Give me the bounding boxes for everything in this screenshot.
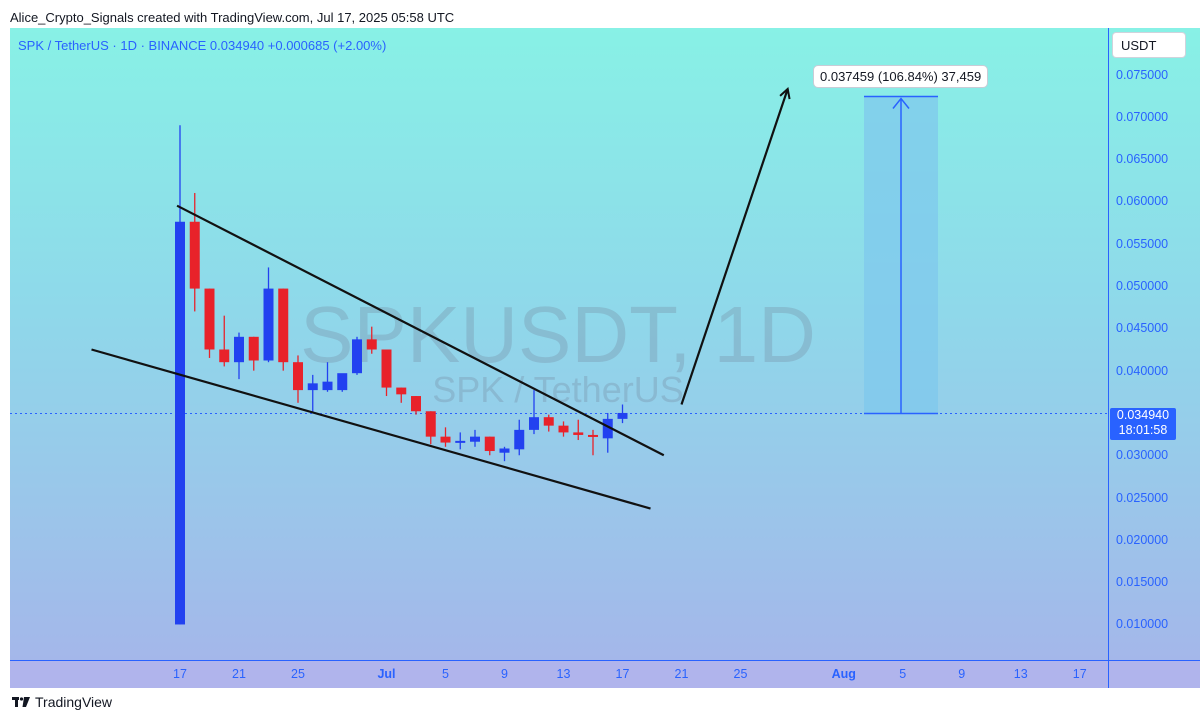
price-tick-label: 0.075000 (1116, 67, 1169, 82)
watermark-line1: SPKUSDT, 1D (300, 290, 816, 379)
candle-body-up (337, 373, 348, 391)
candle-body-up (499, 448, 510, 453)
time-tick-label: 21 (232, 667, 246, 681)
time-tick-label: 17 (615, 667, 630, 681)
candle-body-down (293, 362, 303, 391)
time-tick-label: 5 (442, 667, 449, 681)
candle-body-down (411, 396, 421, 412)
measure-label: 0.037459 (106.84%) 37,459 (813, 64, 989, 88)
price-tick-label: 0.030000 (1116, 448, 1169, 463)
candle-body-down (396, 387, 407, 395)
price-tick-label: 0.025000 (1116, 490, 1169, 505)
watermark-line2: SPK / TetherUS (432, 369, 683, 410)
candle-body-down (366, 339, 377, 350)
price-tick-label: 0.065000 (1116, 152, 1169, 167)
current-price-value: 0.034940 (1116, 408, 1170, 422)
time-tick-label: 25 (733, 667, 748, 681)
price-tick-label: 0.050000 (1116, 279, 1169, 294)
tradingview-logo-icon (12, 697, 30, 707)
trendline-upper (176, 204, 665, 457)
candle-body-up (234, 336, 244, 363)
price-tick-label: 0.040000 (1116, 363, 1169, 378)
price-tick-label: 0.015000 (1116, 575, 1169, 590)
time-tick-label: 17 (1072, 667, 1087, 681)
projection-arrow (680, 89, 788, 405)
candle-body-down (573, 432, 584, 435)
candle-body-down (484, 436, 495, 452)
candle-body-up (529, 417, 539, 430)
price-tick-label: 0.020000 (1116, 532, 1169, 547)
measure-arrow-head (892, 97, 910, 109)
candle-body-up (514, 429, 525, 450)
candle-body-down (204, 288, 215, 350)
currency-selector[interactable]: USDT (1112, 32, 1186, 58)
chart-attribution: Alice_Crypto_Signals created with Tradin… (10, 10, 455, 25)
trendline-lower (91, 348, 651, 510)
price-tick-label: 0.070000 (1116, 109, 1169, 124)
time-tick-label: 13 (1013, 667, 1028, 681)
candle-body-up (602, 418, 613, 439)
candle-body-up (617, 412, 628, 419)
time-axis[interactable] (10, 660, 1108, 688)
time-tick-label: 21 (674, 667, 689, 681)
time-tick-label: 5 (899, 667, 907, 681)
candle-body-down (278, 288, 289, 363)
price-axis[interactable] (1108, 28, 1200, 660)
time-tick-label: Jul (377, 667, 396, 681)
candle-body-up (307, 383, 318, 391)
candle-body-up (352, 339, 362, 374)
candle-body-down (189, 221, 200, 289)
axis-corner (1108, 660, 1200, 688)
price-tick-label: 0.010000 (1116, 617, 1169, 632)
current-price-tag: 0.034940 18:01:58 (1110, 408, 1176, 440)
candle-body-down (425, 411, 436, 437)
candle-body-down (440, 436, 451, 443)
candle-body-down (543, 417, 554, 426)
time-tick-label: 9 (501, 667, 508, 681)
candle-body-down (219, 349, 230, 363)
footer: TradingView (12, 694, 112, 710)
price-tick-label: 0.055000 (1116, 236, 1169, 251)
candle-body-down (588, 434, 598, 437)
candle-body-up (470, 436, 480, 442)
time-tick-label: 9 (958, 667, 966, 681)
candle-body-down (558, 425, 569, 433)
time-tick-label: Aug (831, 667, 856, 681)
footer-brand: TradingView (35, 694, 113, 710)
time-tick-label: 17 (173, 667, 187, 681)
bar-countdown: 18:01:58 (1118, 423, 1168, 437)
candle-body-up (175, 221, 185, 625)
symbol-info[interactable]: SPK / TetherUS · 1D · BINANCE 0.034940 +… (18, 38, 387, 53)
candle-body-down (248, 336, 259, 361)
candle-body-up (322, 381, 333, 391)
price-tick-label: 0.060000 (1116, 194, 1169, 209)
time-tick-label: 13 (556, 667, 571, 681)
candle-body-up (455, 440, 466, 443)
candle-body-down (381, 349, 392, 388)
time-tick-label: 25 (291, 667, 305, 681)
price-tick-label: 0.045000 (1116, 321, 1169, 336)
candle-body-up (263, 288, 274, 361)
